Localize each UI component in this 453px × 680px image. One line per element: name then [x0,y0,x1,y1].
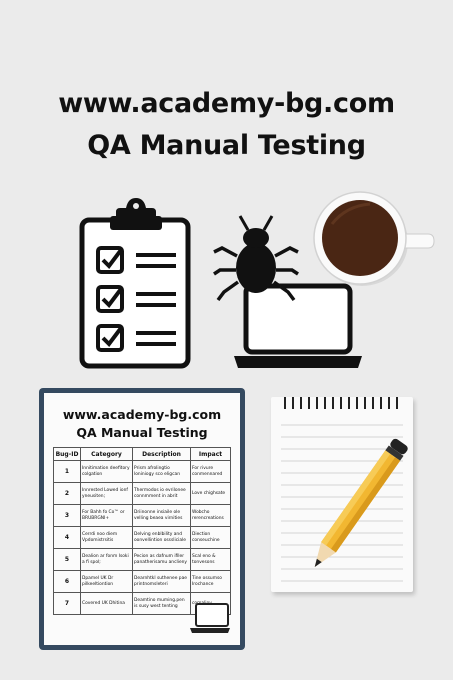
title-url: www.academy-bg.com [58,88,395,119]
impact-cell: Scal eno & tonvesons [190,548,231,571]
description-cell: Deamtino muming.pen is susy west tenting [132,592,191,615]
document-sheet: www.academy-bg.com QA Manual Testing Bug… [44,393,240,645]
column-header: Impact [190,447,231,461]
table-row: 6 Dpamel UK Dr pilkeeltiontion Dearnhtkl… [53,570,231,593]
document-title-subject: QA Manual Testing [76,425,208,440]
column-header: Bug-ID [53,447,81,461]
description-cell: Prism afrolingtio loniniogy sco eligcan [132,460,191,483]
bug-id-cell: 5 [53,548,81,571]
laptop-icon [190,603,230,633]
impact-cell: Diection conseuchine [190,526,231,549]
page-title: www.academy-bg.com QA Manual Testing [0,84,453,168]
category-cell: Dealion ar fonm Isoki a fi spol; [80,548,133,571]
notepad-lines [281,397,403,582]
bug-icon [213,215,299,302]
document-title-url: www.academy-bg.com [62,407,222,422]
table-row: 4 Cerrdi noo diem Vpdomistrsitis Delving… [53,526,231,549]
bug-laptop-icon [213,215,362,368]
category-cell: Covered UK Dhitina [80,592,133,615]
bug-id-cell: 4 [53,526,81,549]
description-cell: Driinonne insiaile ole velling beaea vir… [132,504,191,527]
column-header: Description [132,447,191,461]
description-cell: Pecion as dafnum ifiler panatherisamu an… [132,548,191,571]
category-cell: Innrested Lowed ionf yneusiten; [80,482,133,505]
laptop-icon [234,283,362,368]
category-cell: Innitimation deefitory colgation [80,460,133,483]
table-header-row: Bug-ID Category Description Impact [53,447,231,461]
notepad [271,397,413,592]
category-cell: Cerrdi noo diem Vpdomistrsitis [80,526,133,549]
table-row: 3 For Bahh fo Co™ or BRUBRGNI+ Driinonne… [53,504,231,527]
coffee-cup-icon [313,191,435,286]
bug-id-cell: 1 [53,460,81,483]
title-subject: QA Manual Testing [87,130,366,161]
bug-report-document: www.academy-bg.com QA Manual Testing Bug… [39,388,245,650]
impact-cell: Wobcho rerencreations [190,504,231,527]
category-cell: For Bahh fo Co™ or BRUBRGNI+ [80,504,133,527]
clipboard-checklist-icon [79,198,191,369]
description-cell: Delving enblbility and oonvellintion oss… [132,526,191,549]
bug-table: Bug-ID Category Description Impact 1 Inn… [53,447,231,615]
impact-cell: Tine ossumso Irochance [190,570,231,593]
description-cell: Dearnhtkl suthenee pae printnomsleteri [132,570,191,593]
impact-cell: Love chighsate [190,482,231,505]
table-row: 5 Dealion ar fonm Isoki a fi spol; Pecio… [53,548,231,571]
description-cell: Thermodos io evrilonee connmment in abri… [132,482,191,505]
column-header: Category [80,447,133,461]
table-row: 1 Innitimation deefitory colgation Prism… [53,460,231,483]
impact-cell: For rivure conmennared [190,460,231,483]
bug-id-cell: 3 [53,504,81,527]
category-cell: Dpamel UK Dr pilkeeltiontion [80,570,133,593]
bug-id-cell: 2 [53,482,81,505]
notepad-spiral [284,397,398,409]
bug-id-cell: 6 [53,570,81,593]
table-row: 2 Innrested Lowed ionf yneusiten; Thermo… [53,482,231,505]
bug-id-cell: 7 [53,592,81,615]
pencil-icon [314,438,408,567]
